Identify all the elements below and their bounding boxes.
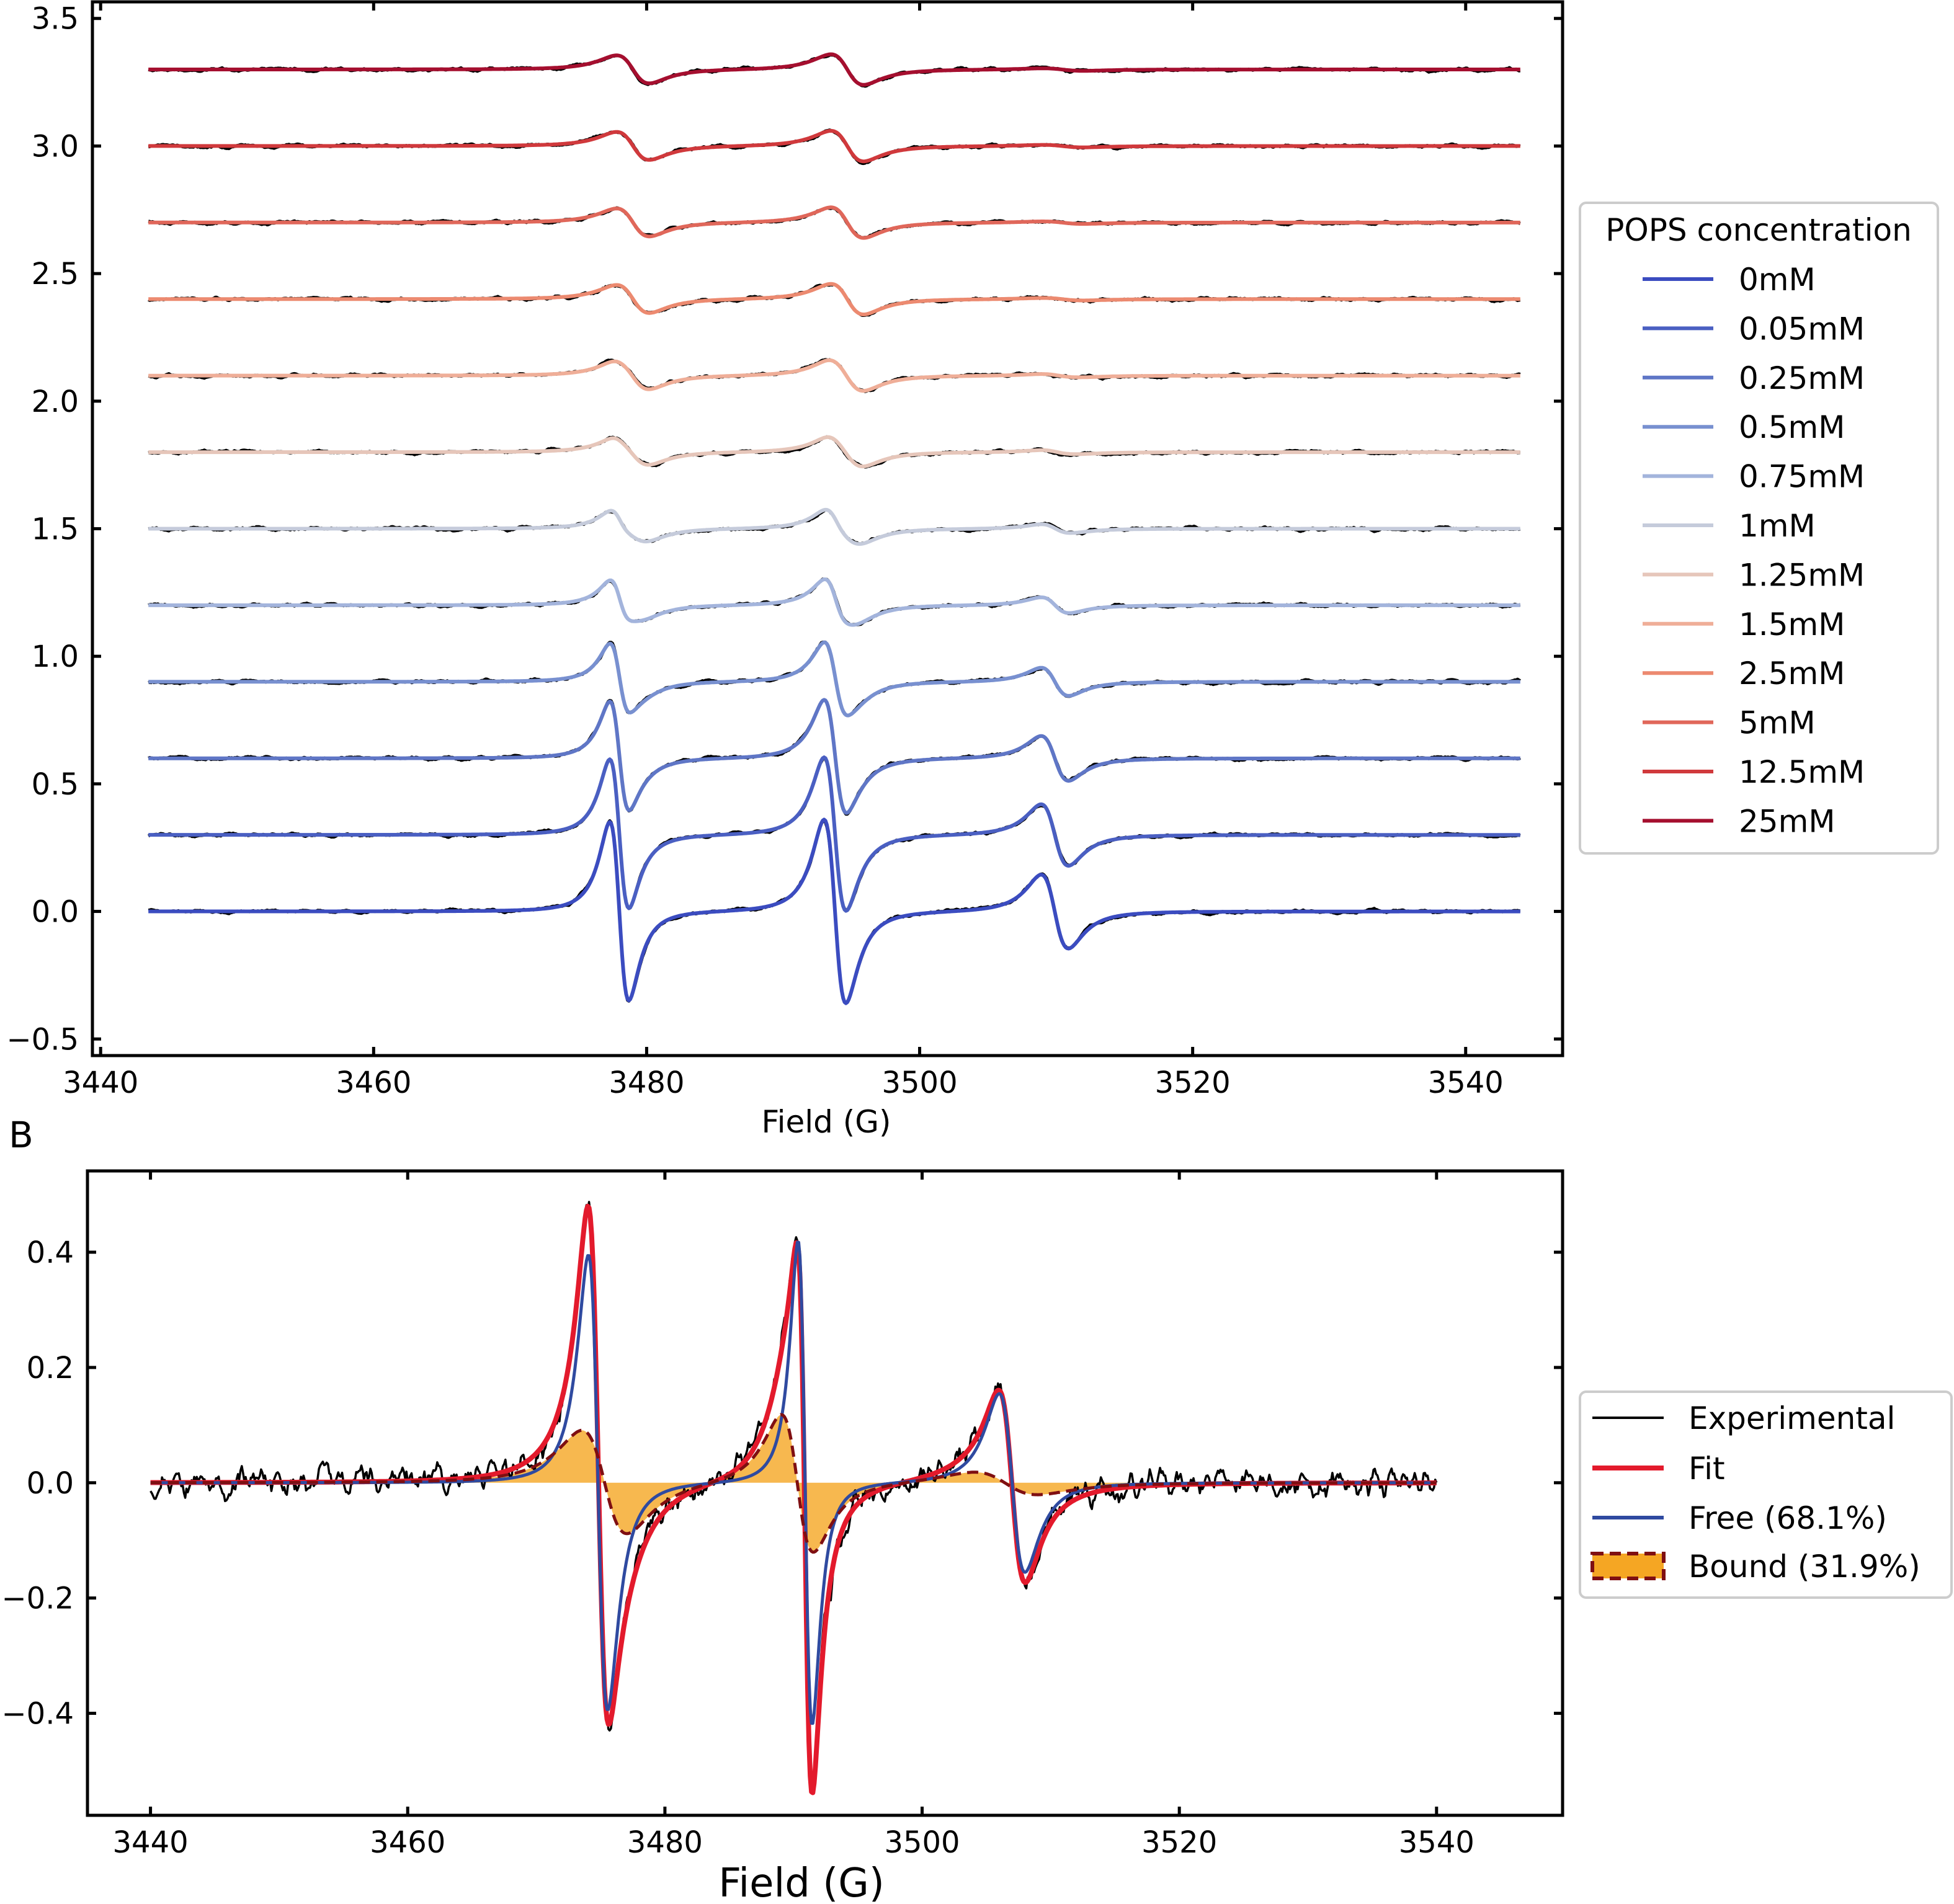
legend-label: 0.75mM <box>1739 459 1865 495</box>
y-tick-label: 3.5 <box>32 2 79 37</box>
y-tick-label: 1.5 <box>32 512 79 547</box>
x-tick-label: 3540 <box>1428 1065 1504 1100</box>
y-tick-label: 2.0 <box>32 385 79 419</box>
legend-label: 1.25mM <box>1739 557 1865 593</box>
y-tick-label: 0.0 <box>27 1466 74 1501</box>
x-tick-label: 3440 <box>113 1825 189 1860</box>
panel-b: B 3440 3460 3480 3500 3520 3540 −0.4 −0.2 0.0 0.2… <box>1 1114 1953 1904</box>
y-tick-label: 2.5 <box>32 257 79 291</box>
panel-b-plot-area <box>149 1201 1438 1795</box>
fit-line-5mM <box>148 205 1521 240</box>
experimental-trace-0.75mM <box>148 577 1521 626</box>
x-tick-label: 3520 <box>1155 1065 1231 1100</box>
y-tick-label: 0.5 <box>32 767 79 802</box>
panel-a-legend: POPS concentration 0mM 0.05mM 0.25mM 0.5mM 0… <box>1579 202 1939 855</box>
x-tick-label: 3460 <box>336 1065 411 1100</box>
legend-label: Experimental <box>1689 1400 1895 1436</box>
y-tick-label: −0.2 <box>1 1581 74 1616</box>
panel-a: 3440 3460 3480 3500 3520 3540 −0.5 0.0 0.5 1.0 1.5… <box>6 0 1939 1140</box>
x-tick-label: 3460 <box>370 1825 445 1860</box>
legend-frame <box>1579 1390 1953 1599</box>
fit-line-1.5mM <box>148 358 1521 393</box>
panel-b-xlabel: Field (G) <box>718 1861 885 1904</box>
legend-label: Fit <box>1689 1451 1725 1487</box>
y-tick-label: 0.0 <box>32 895 79 930</box>
fit-line-0mM <box>148 817 1521 1005</box>
x-tick-label: 3480 <box>627 1825 703 1860</box>
panel-b-label: B <box>9 1114 33 1156</box>
fit-line-0.25mM <box>148 698 1521 815</box>
fit-line-1mM <box>148 507 1521 546</box>
fit-line-2.5mM <box>148 282 1521 316</box>
x-tick-label: 3520 <box>1141 1825 1217 1860</box>
fit-line-25mM <box>148 52 1521 87</box>
fit-line-12.5mM <box>148 128 1521 164</box>
legend-label: 1.5mM <box>1739 607 1845 643</box>
legend-frame <box>1579 202 1939 855</box>
legend-label: 0.25mM <box>1739 360 1865 396</box>
y-tick-label: 0.2 <box>27 1351 74 1386</box>
legend-label: 1mM <box>1739 508 1816 544</box>
fit-line-0.05mM <box>148 755 1521 913</box>
bound-component-line <box>150 1413 1437 1554</box>
fit-line-0.75mM <box>148 577 1521 627</box>
legend-label: 25mM <box>1739 803 1835 839</box>
panel-b-legend: Experimental Fit Free (68.1%) Bound (31.9%) <box>1579 1390 1953 1599</box>
fit-line-0.5mM <box>148 640 1521 718</box>
panel-a-xlabel: Field (G) <box>761 1104 891 1140</box>
x-tick-label: 3440 <box>63 1065 138 1100</box>
y-tick-label: 0.4 <box>27 1235 74 1270</box>
panel-a-axes: 3440 3460 3480 3500 3520 3540 −0.5 0.0 0.5 1.0 1.5… <box>6 0 1564 1100</box>
legend-label: Free (68.1%) <box>1689 1500 1887 1536</box>
legend-label: 2.5mM <box>1739 656 1845 692</box>
x-tick-label: 3500 <box>881 1065 957 1100</box>
legend-label: 0.05mM <box>1739 311 1865 347</box>
y-tick-label: −0.4 <box>1 1697 74 1732</box>
axes-frame <box>91 0 1564 1057</box>
legend-label: 0mM <box>1739 262 1816 298</box>
y-tick-label: 1.0 <box>32 639 79 674</box>
x-tick-label: 3540 <box>1399 1825 1474 1860</box>
y-tick-label: 3.0 <box>32 129 79 164</box>
legend-swatch-bound <box>1590 1552 1666 1580</box>
x-tick-label: 3500 <box>884 1825 960 1860</box>
legend-title: POPS concentration <box>1605 212 1912 248</box>
axes-frame <box>86 1169 1564 1817</box>
legend-label: 5mM <box>1739 705 1816 741</box>
legend-label: Bound (31.9%) <box>1689 1549 1921 1585</box>
x-tick-label: 3480 <box>609 1065 684 1100</box>
legend-label: 0.5mM <box>1739 409 1845 445</box>
legend-label: 12.5mM <box>1739 754 1865 790</box>
fit-line-1.25mM <box>148 435 1521 469</box>
panel-b-axes: 3440 3460 3480 3500 3520 3540 −0.4 −0.2 0.0 0.2 0.… <box>1 1169 1564 1860</box>
y-tick-label: −0.5 <box>6 1022 79 1057</box>
panel-a-plot-area <box>148 52 1521 1005</box>
